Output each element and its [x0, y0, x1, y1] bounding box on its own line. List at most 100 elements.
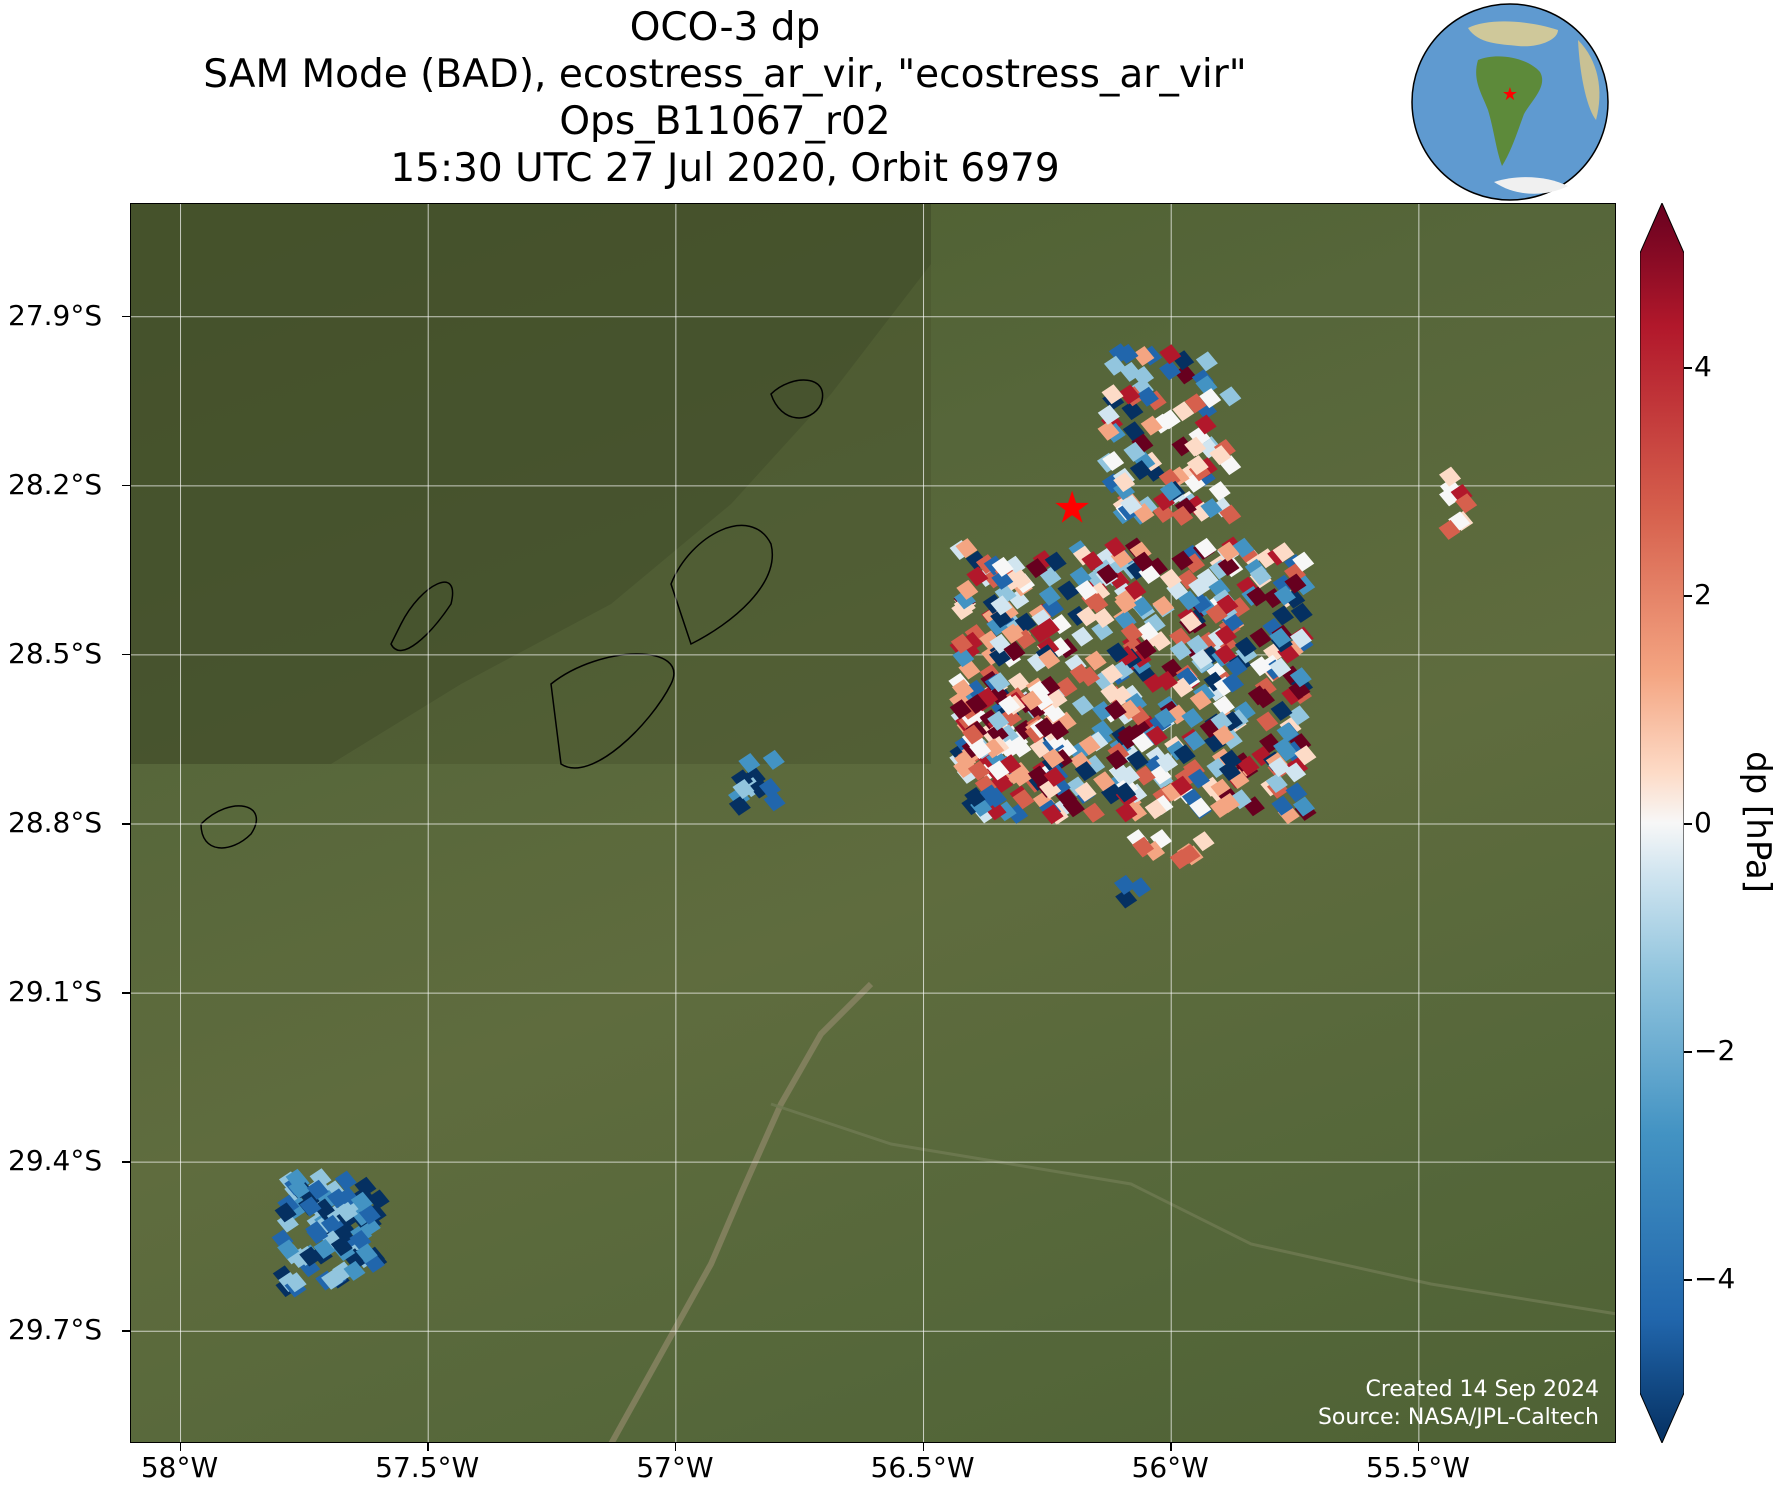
lat-tick	[122, 653, 130, 656]
colorbar-tick-label: −4	[1694, 1262, 1736, 1295]
lat-tick	[122, 1330, 130, 1332]
chart-title: OCO-3 dp SAM Mode (BAD), ecostress_ar_vi…	[0, 4, 1450, 192]
sounding-footprint	[1143, 613, 1166, 634]
sounding-footprint	[1281, 685, 1304, 706]
lon-tick	[1417, 1443, 1420, 1451]
sounding-footprint	[1183, 730, 1206, 751]
sounding-footprint	[1184, 393, 1207, 414]
sounding-footprint	[1153, 490, 1176, 511]
sounding-footprint	[1272, 542, 1295, 563]
sounding-footprint	[306, 1179, 329, 1200]
sounding-footprint	[960, 631, 983, 652]
lat-tick-label: 29.7°S	[8, 1313, 103, 1347]
sounding-footprint	[1012, 789, 1035, 810]
sounding-footprint	[1269, 657, 1292, 678]
sounding-footprint	[1214, 644, 1237, 665]
sounding-footprint	[331, 1224, 354, 1245]
sounding-footprint	[979, 784, 1002, 805]
lat-tick-label: 27.9°S	[8, 298, 103, 332]
sounding-footprint	[1186, 455, 1209, 476]
colorbar-gradient	[1640, 203, 1684, 1443]
sounding-footprint	[1027, 765, 1050, 786]
sounding-footprint	[1284, 762, 1307, 783]
sounding-footprint	[1273, 585, 1296, 606]
sounding-footprint	[1118, 384, 1141, 405]
lat-tick-label: 28.8°S	[8, 806, 103, 839]
sounding-footprint	[1158, 409, 1181, 430]
sounding-footprint	[1131, 596, 1154, 617]
sounding-footprint	[1116, 343, 1139, 364]
sounding-footprint	[1194, 537, 1217, 558]
lat-tick-label: 28.2°S	[8, 467, 103, 501]
sounding-footprint	[1269, 627, 1292, 648]
sounding-footprint	[1038, 585, 1061, 606]
sounding-footprint	[1272, 605, 1295, 626]
sounding-footprint	[1081, 551, 1104, 572]
sounding-footprint	[1271, 795, 1294, 816]
sounding-footprint	[1114, 593, 1137, 614]
sounding-footprint	[1082, 802, 1105, 823]
sounding-footprint	[1129, 877, 1152, 898]
sounding-footprint	[1133, 765, 1156, 786]
contour-outline	[770, 379, 824, 419]
sounding-footprint	[1049, 614, 1072, 635]
sounding-footprint	[1047, 720, 1070, 741]
sounding-footprint	[1152, 595, 1175, 616]
sounding-footprint	[1170, 775, 1193, 796]
sounding-footprint	[1292, 551, 1315, 572]
sounding-footprint	[994, 583, 1017, 604]
sounding-footprint	[1178, 844, 1201, 865]
sounding-footprint	[1027, 680, 1050, 701]
source-attribution: Source: NASA/JPL-Caltech	[1317, 1405, 1599, 1430]
sounding-footprint	[1092, 670, 1115, 691]
sounding-footprint	[998, 695, 1021, 716]
sounding-footprint	[1091, 620, 1114, 641]
sounding-footprint	[1184, 436, 1207, 457]
sounding-footprint	[1075, 580, 1098, 601]
sounding-footprint	[1020, 690, 1043, 711]
sounding-footprint	[1287, 705, 1310, 726]
sounding-footprint	[1048, 637, 1071, 658]
sounding-footprint	[1233, 701, 1256, 722]
credit-text: Created 14 Sep 2024 Source: NASA/JPL-Cal…	[1318, 1376, 1599, 1432]
sounding-footprint	[762, 749, 785, 770]
sounding-footprint	[343, 1260, 366, 1281]
sounding-footprint	[1102, 451, 1125, 472]
sounding-footprint	[1074, 761, 1097, 782]
sounding-footprint	[1181, 708, 1204, 729]
river	[608, 981, 874, 1442]
lat-tick	[122, 992, 130, 994]
sounding-footprint	[1200, 498, 1223, 519]
sounding-footprint	[982, 738, 1005, 759]
sounding-footprint	[1218, 760, 1241, 781]
sounding-footprint	[1100, 663, 1123, 684]
sounding-footprint	[1253, 688, 1276, 709]
sounding-footprint	[1171, 550, 1194, 571]
sounding-footprint	[1249, 565, 1272, 586]
sounding-footprint	[1155, 670, 1178, 691]
sounding-footprint	[990, 608, 1013, 629]
sounding-footprint	[332, 1261, 355, 1282]
sounding-footprint	[1195, 351, 1218, 372]
sounding-footprint	[1171, 505, 1194, 526]
sounding-footprint	[989, 646, 1012, 667]
sounding-footprint	[1229, 789, 1252, 810]
sounding-footprint	[1174, 364, 1197, 385]
sounding-footprint	[1104, 536, 1127, 557]
sounding-footprint	[1262, 588, 1285, 609]
sounding-footprint	[1038, 649, 1061, 670]
sounding-footprint	[1439, 466, 1462, 487]
lon-tick-label: 57°W	[636, 1451, 714, 1484]
sounding-footprint	[951, 679, 974, 700]
sounding-footprint	[1159, 481, 1182, 502]
sounding-footprint	[1071, 626, 1094, 647]
sounding-footprint	[1268, 757, 1291, 778]
sounding-footprint	[1255, 548, 1278, 569]
title-line-1: OCO-3 dp	[629, 5, 821, 50]
map-canvas: ★	[131, 204, 1615, 1442]
sounding-footprint	[1159, 568, 1182, 589]
sounding-footprint	[1284, 573, 1307, 594]
sounding-footprint	[1136, 386, 1159, 407]
sounding-footprint	[1115, 888, 1138, 909]
sounding-footprint	[1217, 555, 1240, 576]
